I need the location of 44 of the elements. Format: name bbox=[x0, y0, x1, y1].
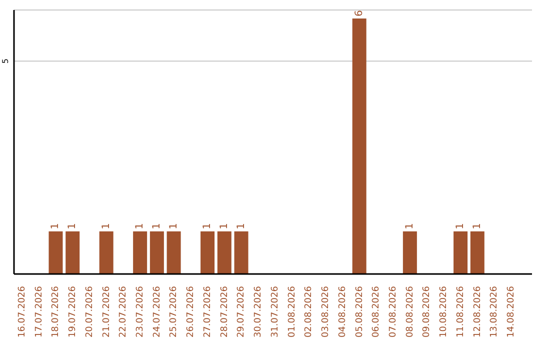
data-label: 1 bbox=[202, 223, 214, 230]
x-tick-label: 22.07.2026 bbox=[118, 286, 129, 338]
x-tick-label: 23.07.2026 bbox=[136, 286, 146, 338]
x-tick-label: 31.07.2026 bbox=[270, 286, 280, 338]
x-tick-label: 04.08.2026 bbox=[338, 286, 348, 338]
x-tick-label: 06.08.2026 bbox=[372, 286, 382, 338]
data-label: 1 bbox=[472, 223, 483, 230]
x-tick-label: 17.07.2026 bbox=[34, 286, 44, 338]
x-tick-label: 14.08.2026 bbox=[506, 286, 517, 338]
x-tick-label: 25.07.2026 bbox=[169, 286, 180, 338]
x-tick-label: 07.08.2026 bbox=[388, 286, 398, 338]
x-tick-label: 19.07.2026 bbox=[68, 286, 78, 338]
data-label: 1 bbox=[100, 223, 112, 230]
data-label: 1 bbox=[50, 223, 62, 230]
x-tick-label: 18.07.2026 bbox=[51, 286, 62, 338]
data-label: 1 bbox=[134, 223, 146, 230]
data-label: 6 bbox=[354, 10, 365, 17]
x-tick-label: 01.08.2026 bbox=[287, 286, 298, 338]
data-label: 1 bbox=[168, 223, 180, 230]
data-label: 1 bbox=[218, 223, 230, 230]
x-tick-label: 29.07.2026 bbox=[236, 286, 247, 338]
data-label: 1 bbox=[151, 223, 162, 230]
x-tick-label: 02.08.2026 bbox=[304, 286, 314, 338]
x-tick-label: 24.07.2026 bbox=[152, 286, 162, 338]
x-tick-label: 10.08.2026 bbox=[439, 286, 450, 338]
x-tick-label: 08.08.2026 bbox=[405, 286, 416, 338]
x-tick-label: 03.08.2026 bbox=[321, 286, 332, 338]
x-tick-label: 12.08.2026 bbox=[472, 286, 483, 338]
x-tick-label: 21.07.2026 bbox=[102, 286, 112, 338]
data-label: 1 bbox=[404, 223, 416, 230]
x-tick-label: 30.07.2026 bbox=[254, 286, 264, 338]
x-tick-label: 09.08.2026 bbox=[422, 286, 432, 338]
x-tick-label: 27.07.2026 bbox=[202, 286, 213, 338]
y-tick-label: 5 bbox=[1, 58, 10, 64]
x-tick-label: 28.07.2026 bbox=[220, 286, 230, 338]
x-tick-label: 11.08.2026 bbox=[456, 286, 466, 338]
data-label: 1 bbox=[236, 223, 247, 230]
data-label: 1 bbox=[67, 223, 78, 230]
x-tick-label: 16.07.2026 bbox=[17, 286, 28, 338]
x-tick-label: 26.07.2026 bbox=[186, 286, 196, 338]
x-tick-label: 20.07.2026 bbox=[84, 286, 95, 338]
data-label: 1 bbox=[455, 223, 466, 230]
x-tick-label: 13.08.2026 bbox=[490, 286, 500, 338]
x-tick-label: 05.08.2026 bbox=[354, 286, 365, 338]
